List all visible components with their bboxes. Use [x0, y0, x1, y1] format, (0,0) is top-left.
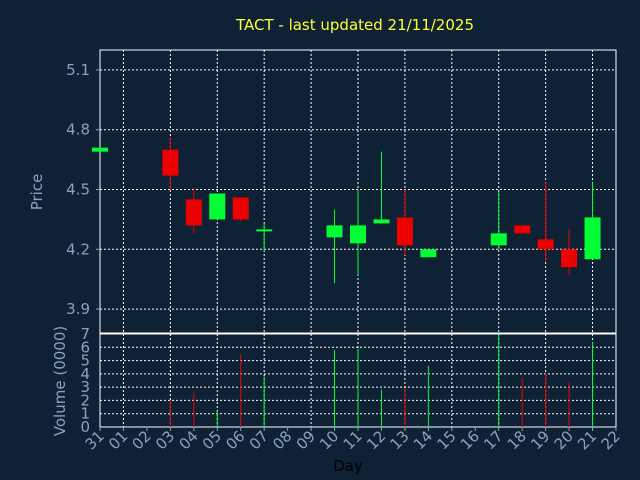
- volume-tick-label: 4: [80, 365, 90, 383]
- volume-tick-label: 5: [80, 352, 90, 370]
- volume-tick-label: 2: [80, 391, 90, 409]
- candle-body: [396, 217, 413, 246]
- price-axis-ticks: 3.9 4.2 4.5 4.8 5.1: [66, 61, 100, 318]
- candles-group: [92, 137, 601, 284]
- candle-body: [232, 197, 249, 220]
- price-tick-label: 4.5: [66, 181, 90, 199]
- candle-body: [514, 225, 531, 234]
- candle-body: [373, 219, 390, 224]
- candle-body: [209, 193, 226, 220]
- x-axis-ticks: 3101020304050607080910111213141516171819…: [82, 427, 624, 453]
- candle-body: [162, 149, 179, 176]
- x-axis-label: Day: [333, 457, 363, 475]
- candle-body: [420, 249, 437, 258]
- candle-body: [537, 239, 554, 250]
- volume-tick-label: 1: [80, 405, 90, 423]
- candle-body: [490, 233, 507, 246]
- volume-tick-label: 0: [80, 418, 90, 436]
- price-tick-label: 4.8: [66, 121, 90, 139]
- price-tick-label: 5.1: [66, 61, 90, 79]
- volume-tick-label: 3: [80, 378, 90, 396]
- candle-body: [92, 147, 108, 152]
- price-tick-label: 3.9: [66, 300, 90, 318]
- candle-body: [350, 225, 366, 244]
- volume-tick-label: 7: [80, 325, 90, 343]
- candle-body: [584, 217, 601, 260]
- price-tick-label: 4.2: [66, 240, 90, 258]
- volume-tick-label: 6: [80, 338, 90, 356]
- volume-bars-group: [169, 334, 594, 427]
- price-panel: 3.9 4.2 4.5 4.8 5.1: [66, 49, 617, 334]
- candle-body: [561, 249, 578, 268]
- volume-axis-label: Volume (0000): [51, 326, 69, 436]
- chart-title: TACT - last updated 21/11/2025: [235, 16, 474, 34]
- candle-body: [185, 199, 202, 226]
- candle-body: [256, 229, 273, 232]
- price-axis-label: Price: [28, 174, 46, 211]
- candle-body: [326, 225, 343, 238]
